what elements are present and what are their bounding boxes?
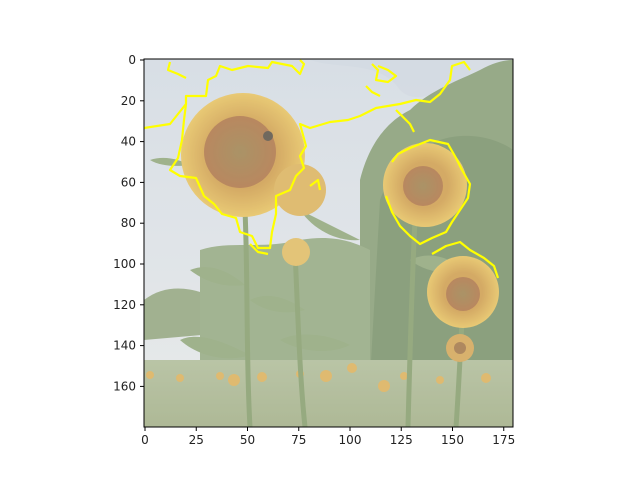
- photo: [144, 59, 513, 427]
- y-tick-label: 60: [121, 175, 136, 189]
- y-tick-label: 100: [113, 257, 136, 271]
- y-tick-label: 40: [121, 135, 136, 149]
- x-tick-label: 125: [390, 433, 413, 447]
- axes-frame: [143, 58, 514, 428]
- y-tick-label: 20: [121, 94, 136, 108]
- x-tick-label: 25: [189, 433, 204, 447]
- segmentation-overlay: [144, 59, 500, 279]
- x-tick-label: 0: [141, 433, 149, 447]
- x-tick-label: 50: [240, 433, 255, 447]
- y-axis: 0 20 40 60 80 100 120 140 160: [113, 53, 144, 393]
- x-tick-label: 100: [339, 433, 362, 447]
- y-tick-label: 160: [113, 379, 136, 393]
- x-tick-label: 175: [492, 433, 515, 447]
- x-axis: 0 25 50 75 100 125 150 175: [141, 427, 515, 447]
- x-tick-label: 150: [441, 433, 464, 447]
- y-tick-label: 120: [113, 298, 136, 312]
- y-tick-label: 0: [128, 53, 136, 67]
- x-tick-label: 75: [291, 433, 306, 447]
- y-tick-label: 80: [121, 216, 136, 230]
- y-tick-label: 140: [113, 339, 136, 353]
